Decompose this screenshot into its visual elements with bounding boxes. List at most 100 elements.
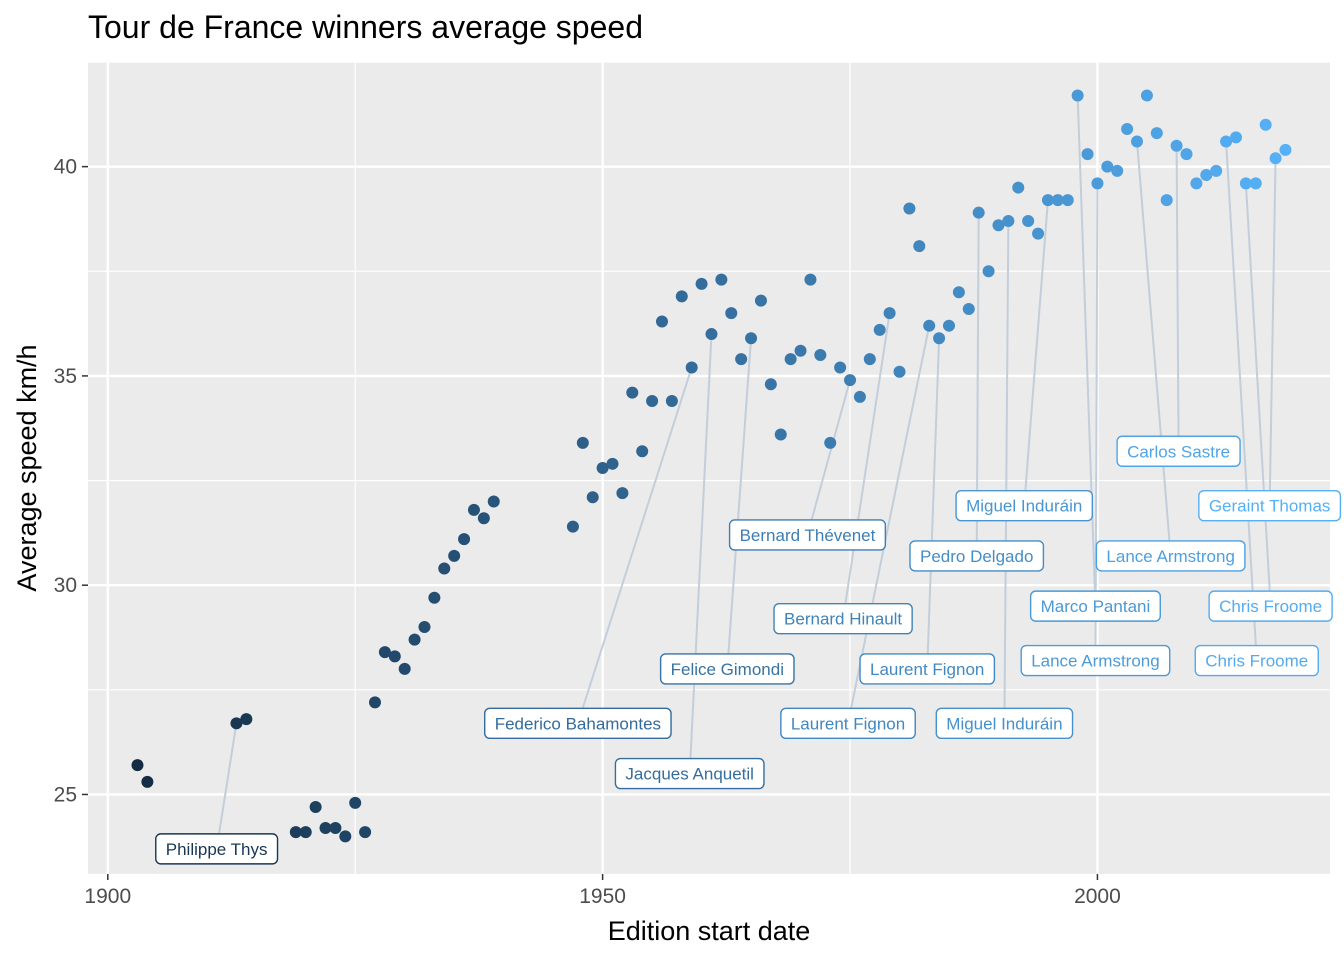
data-point (1012, 181, 1025, 194)
data-point (1269, 152, 1282, 165)
point-label: Marco Pantani (1029, 590, 1161, 622)
data-point (952, 286, 965, 299)
point-label: Carlos Sastre (1116, 435, 1241, 467)
data-point (566, 520, 579, 533)
chart-title: Tour de France winners average speed (88, 9, 643, 45)
data-point (576, 436, 589, 449)
point-label-box (1198, 489, 1342, 522)
data-point (1051, 194, 1064, 207)
point-label-text: Carlos Sastre (1127, 442, 1230, 461)
point-label-text: Geraint Thomas (1209, 497, 1331, 516)
data-point (626, 386, 639, 399)
data-point (1249, 177, 1262, 190)
point-label-text: Pedro Delgado (920, 547, 1033, 566)
data-point (1150, 127, 1163, 140)
point-label: Miguel Induráin (935, 707, 1074, 740)
x-tick-label: 1950 (579, 885, 626, 908)
data-point (923, 319, 936, 332)
data-point (349, 796, 362, 809)
data-point (933, 332, 946, 345)
label-connector (726, 338, 753, 669)
data-point (962, 302, 975, 315)
data-point (458, 533, 471, 546)
data-point (1032, 227, 1045, 240)
data-point (784, 353, 797, 366)
point-label-box (1020, 644, 1171, 677)
data-point (1229, 131, 1242, 144)
data-points (131, 89, 1292, 843)
data-point (814, 348, 827, 361)
point-label-box (1029, 590, 1161, 622)
point-label-box (614, 757, 765, 790)
label-connector (926, 338, 941, 669)
label-connector (1076, 95, 1097, 607)
data-point (418, 621, 431, 634)
data-point (972, 206, 985, 219)
point-label: Philippe Thys (155, 833, 279, 865)
data-point (794, 344, 807, 357)
point-label-box (773, 602, 913, 635)
data-point (665, 395, 678, 408)
data-point (655, 315, 668, 328)
data-point (586, 491, 599, 504)
point-label: Laurent Fignon (780, 707, 916, 740)
data-point (636, 445, 649, 458)
data-point (1170, 139, 1183, 152)
point-label-text: Lance Armstrong (1106, 547, 1235, 566)
data-point (754, 294, 767, 307)
data-point (883, 307, 896, 320)
label-connector (806, 379, 851, 536)
x-tick-label: 1900 (84, 885, 131, 908)
data-point (1002, 215, 1015, 228)
data-point (735, 353, 748, 366)
point-label: Jacques Anquetil (614, 757, 765, 790)
data-point (844, 374, 857, 387)
data-point (299, 826, 312, 839)
x-axis-title: Edition start date (608, 916, 811, 946)
point-label-box (659, 653, 795, 685)
label-connector (1175, 145, 1180, 452)
point-label-text: Felice Gimondi (671, 660, 784, 679)
point-label-box (1208, 590, 1333, 622)
data-point (715, 273, 728, 286)
point-label-text: Chris Froome (1219, 597, 1322, 616)
data-point (319, 821, 332, 834)
data-point (745, 332, 758, 345)
point-label-text: Bernard Thévenet (740, 526, 876, 545)
data-point (1279, 143, 1292, 156)
data-point (1081, 148, 1094, 161)
data-point (240, 713, 253, 726)
data-point (487, 495, 500, 508)
data-point (448, 549, 461, 562)
point-label-box (909, 540, 1045, 572)
y-tick-label: 40 (54, 156, 77, 179)
data-point (982, 265, 995, 278)
label-connector (842, 312, 891, 619)
point-label-text: Federico Bahamontes (495, 714, 661, 733)
point-label-box (1116, 435, 1241, 467)
point-label-text: Lance Armstrong (1031, 652, 1160, 671)
point-label-text: Philippe Thys (166, 840, 268, 859)
point-label-box (955, 489, 1094, 522)
data-point (1022, 215, 1035, 228)
point-label-text: Laurent Fignon (791, 714, 905, 733)
data-point (685, 361, 698, 374)
data-point (309, 801, 322, 814)
point-label: Geraint Thomas (1198, 489, 1342, 522)
data-point (408, 633, 421, 646)
y-tick-label: 30 (54, 574, 77, 597)
data-point (230, 717, 243, 730)
data-point (1091, 177, 1104, 190)
data-point (438, 562, 451, 575)
point-label-box (728, 519, 887, 551)
point-label-text: Miguel Induráin (946, 714, 1062, 733)
y-axis-title: Average speed km/h (12, 344, 42, 591)
data-point (388, 650, 401, 663)
point-label-box (859, 653, 996, 685)
data-point (646, 395, 659, 408)
point-label: Pedro Delgado (909, 540, 1045, 572)
point-label: Laurent Fignon (859, 653, 996, 685)
data-point (725, 307, 738, 320)
point-label: Miguel Induráin (955, 489, 1094, 522)
